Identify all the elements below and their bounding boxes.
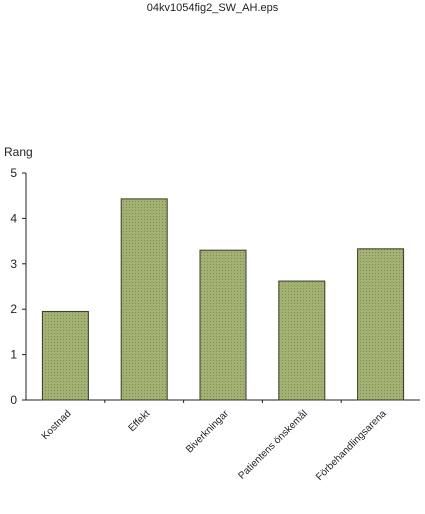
x-tick-label: Effekt (127, 408, 153, 434)
x-tick-label: Kostnad (40, 408, 74, 442)
y-tick-label: 4 (10, 211, 17, 225)
bar (357, 248, 405, 401)
bar (120, 198, 168, 401)
x-tick-label: Biverkningar (184, 408, 232, 456)
file-title: 04kv1054fig2_SW_AH.eps (146, 2, 279, 14)
y-tick-label: 3 (10, 257, 17, 271)
y-axis-label: Rang (4, 145, 33, 159)
x-tick-label: Patientens önskemål (236, 408, 310, 482)
bar (41, 310, 89, 401)
y-tick-label: 0 (10, 393, 17, 407)
y-tick-label: 5 (10, 166, 17, 180)
x-tick-label: Förbehandlingsarena (314, 408, 389, 483)
y-tick-label: 1 (10, 348, 17, 362)
bar (278, 280, 326, 401)
bar (199, 249, 247, 401)
y-tick-label: 2 (10, 302, 17, 316)
